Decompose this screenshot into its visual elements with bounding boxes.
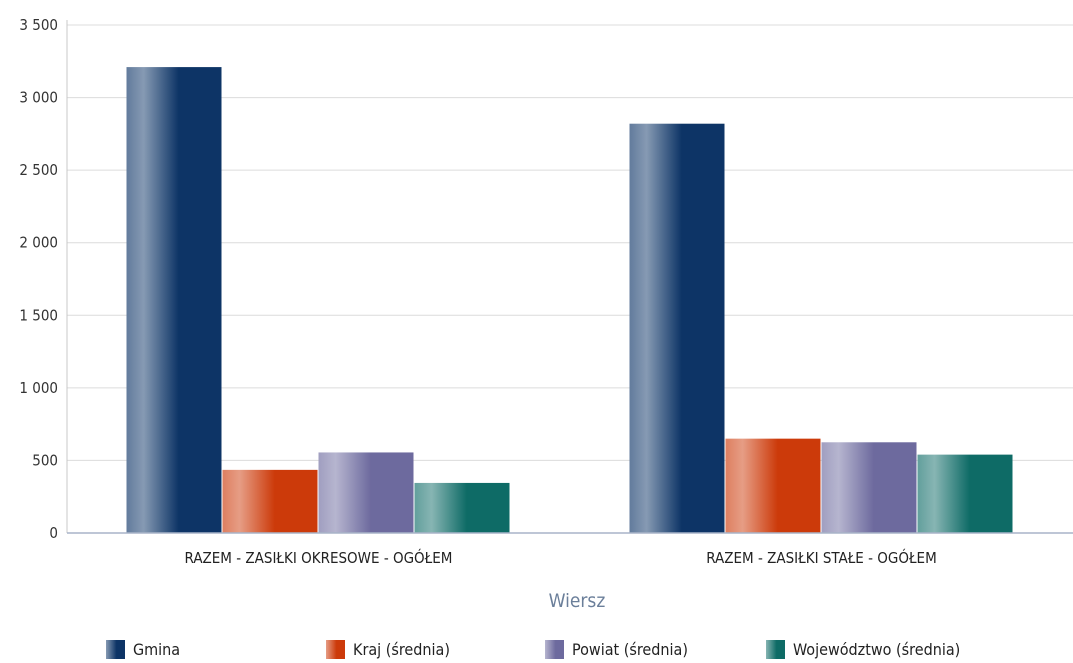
y-tick-label: 1 500 xyxy=(19,306,58,324)
bar-gmina-2[interactable] xyxy=(629,123,725,533)
legend-swatch xyxy=(766,639,785,659)
y-tick-label: 0 xyxy=(49,524,58,542)
x-axis-title: Wiersz xyxy=(549,590,606,612)
y-tick-label: 2 500 xyxy=(19,161,58,179)
axes: 0 500 1 000 1 500 2 000 2 500 3 000 3 500 RAZEM … xyxy=(19,16,1073,567)
legend-swatch xyxy=(326,639,345,659)
x-tick-label: RAZEM - ZASIŁKI OKRESOWE - OGÓŁEM xyxy=(185,548,453,567)
legend-label: Gmina xyxy=(133,639,181,659)
bar-gmina-1[interactable] xyxy=(126,67,222,533)
legend: Gmina Kraj (średnia) Powiat (średnia) Wojew… xyxy=(0,636,1073,662)
gridlines xyxy=(67,24,1073,461)
legend-label: Kraj (średnia) xyxy=(353,639,450,659)
legend-swatch xyxy=(106,639,125,659)
bar-kraj-2[interactable] xyxy=(725,438,821,533)
y-tick-label: 1 000 xyxy=(19,379,58,397)
legend-item[interactable]: Powiat (średnia) xyxy=(545,636,688,662)
bar-województwo-1[interactable] xyxy=(414,482,510,533)
y-tick-label: 3 500 xyxy=(19,16,58,34)
legend-item[interactable]: Gmina xyxy=(106,636,180,662)
legend-label: Województwo (średnia) xyxy=(793,639,961,659)
bar-powiat-1[interactable] xyxy=(318,452,414,533)
bars xyxy=(126,67,1013,533)
legend-label: Powiat (średnia) xyxy=(572,639,688,659)
bar-powiat-2[interactable] xyxy=(821,442,917,533)
legend-swatch xyxy=(545,639,564,659)
bar-kraj-1[interactable] xyxy=(222,469,318,533)
bar-chart: 0 500 1 000 1 500 2 000 2 500 3 000 3 500 RAZEM … xyxy=(19,16,1073,612)
y-tick-label: 500 xyxy=(32,451,58,469)
x-tick-label: RAZEM - ZASIŁKI STAŁE - OGÓŁEM xyxy=(706,548,936,567)
legend-item[interactable]: Województwo (średnia) xyxy=(766,636,960,662)
legend-item[interactable]: Kraj (średnia) xyxy=(326,636,450,662)
bar-województwo-2[interactable] xyxy=(917,454,1013,533)
y-tick-label: 3 000 xyxy=(19,89,58,107)
y-tick-label: 2 000 xyxy=(19,234,58,252)
